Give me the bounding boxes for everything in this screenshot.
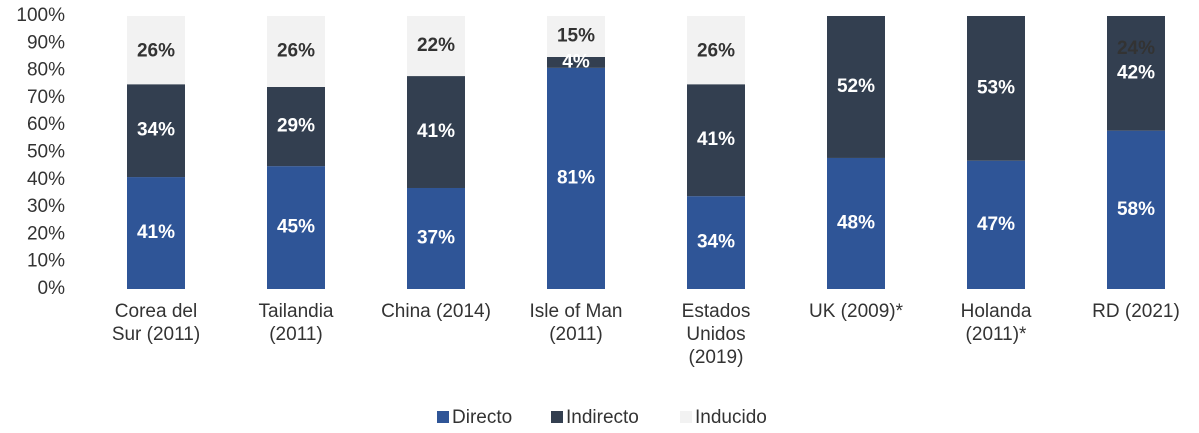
bar-segment — [687, 84, 745, 197]
y-tick-label: 80% — [27, 60, 65, 81]
bar-segment — [967, 16, 1025, 161]
bar-segment — [127, 84, 185, 178]
data-label: 26% — [137, 41, 175, 62]
y-tick-label: 70% — [27, 87, 65, 108]
bar-segment — [407, 76, 465, 188]
data-label: 37% — [417, 228, 455, 249]
bar-segment — [1107, 130, 1165, 289]
bar-segment — [1107, 16, 1165, 131]
bars — [127, 0, 1165, 289]
data-label: 15% — [557, 25, 595, 46]
y-tick-label: 90% — [27, 32, 65, 53]
x-tick-label: UK (2009)* — [809, 301, 903, 322]
bar-segment — [547, 16, 605, 57]
bar-segment — [827, 157, 885, 289]
data-label: 81% — [557, 167, 595, 188]
bar-segment — [127, 16, 185, 85]
bar-segment — [407, 187, 465, 289]
bar-segment — [407, 16, 465, 77]
data-label: 34% — [697, 232, 735, 253]
data-label: 45% — [277, 217, 315, 238]
data-label: 26% — [277, 41, 315, 62]
bar-segment — [547, 56, 605, 68]
x-tick-label: Tailandia (2011) — [258, 301, 334, 345]
data-label: 34% — [137, 120, 175, 141]
y-tick-label: 40% — [27, 169, 65, 190]
y-tick-label: 30% — [27, 196, 65, 217]
bar-segment — [267, 86, 325, 167]
bar-segment — [267, 166, 325, 289]
legend-swatch — [680, 411, 692, 423]
data-label: 41% — [697, 129, 735, 150]
data-label: 58% — [1117, 199, 1155, 220]
data-label: 42% — [1117, 62, 1155, 83]
x-tick-label: Corea del Sur (2011) — [111, 301, 201, 345]
y-tick-label: 100% — [16, 5, 65, 26]
bar-segment — [127, 177, 185, 289]
bar-segment — [827, 16, 885, 158]
x-tick-label: China (2014) — [381, 301, 491, 322]
legend-swatch — [437, 411, 449, 423]
legend-label: Indirecto — [566, 407, 639, 428]
x-tick-label: Isle of Man (2011) — [529, 301, 623, 345]
x-tick-label: Estados Unidos (2019) — [681, 301, 751, 368]
bar-segment — [967, 160, 1025, 289]
data-label: 29% — [277, 116, 315, 137]
x-tick-label: Holanda (2011)* — [960, 301, 1032, 345]
bar-segment — [687, 196, 745, 289]
y-tick-label: 60% — [27, 114, 65, 135]
y-tick-label: 20% — [27, 223, 65, 244]
data-label: 4% — [562, 51, 590, 72]
data-label: 22% — [417, 35, 455, 56]
data-label: 53% — [977, 77, 1015, 98]
y-tick-label: 0% — [38, 278, 66, 299]
data-label: 26% — [697, 41, 735, 62]
bar-segment — [547, 67, 605, 289]
legend-swatch — [551, 411, 563, 423]
bar-segment — [687, 16, 745, 85]
data-label: 41% — [417, 121, 455, 142]
x-tick-label: RD (2021) — [1092, 301, 1180, 322]
legend-label: Directo — [452, 407, 512, 428]
legend-label: Inducido — [695, 407, 767, 428]
bar-segment — [267, 16, 325, 87]
y-tick-label: 50% — [27, 142, 65, 163]
data-label: 48% — [837, 212, 875, 233]
bar-segment — [1107, 0, 1165, 16]
data-label: 47% — [977, 214, 1015, 235]
data-label: 41% — [137, 222, 175, 243]
data-label: 52% — [837, 76, 875, 97]
y-tick-label: 10% — [27, 251, 65, 272]
data-label: 24% — [1117, 38, 1155, 59]
